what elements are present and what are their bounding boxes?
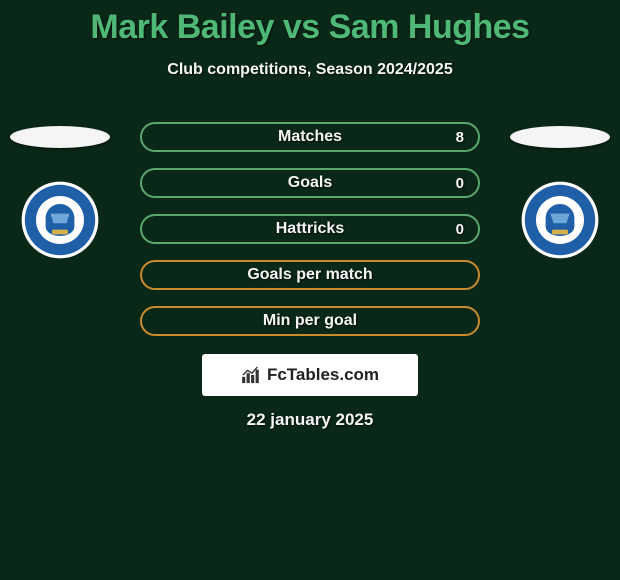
stat-value-right: 8 [456,129,464,146]
stat-row: Hattricks0 [140,214,480,244]
stat-row: Matches8 [140,122,480,152]
stat-label: Goals [142,174,478,192]
stats-container: Matches8Goals0Hattricks0Goals per matchM… [140,122,480,352]
branding-text: FcTables.com [267,365,379,385]
club-logo-left [20,180,100,260]
club-logo-right [520,180,600,260]
stat-label: Min per goal [142,312,478,330]
stat-row: Goals per match [140,260,480,290]
stat-label: Hattricks [142,220,478,238]
bar-chart-icon [241,366,263,384]
player-left-badge [10,126,110,148]
club-crest-icon [20,180,100,260]
stat-row: Goals0 [140,168,480,198]
stat-value-right: 0 [456,175,464,192]
page-title: Mark Bailey vs Sam Hughes [0,0,620,47]
player-right-badge [510,126,610,148]
date-label: 22 january 2025 [0,410,620,430]
stat-value-right: 0 [456,221,464,238]
subtitle: Club competitions, Season 2024/2025 [0,61,620,79]
stat-label: Goals per match [142,266,478,284]
stat-label: Matches [142,128,478,146]
stat-row: Min per goal [140,306,480,336]
club-crest-icon [520,180,600,260]
branding-badge: FcTables.com [202,354,418,396]
